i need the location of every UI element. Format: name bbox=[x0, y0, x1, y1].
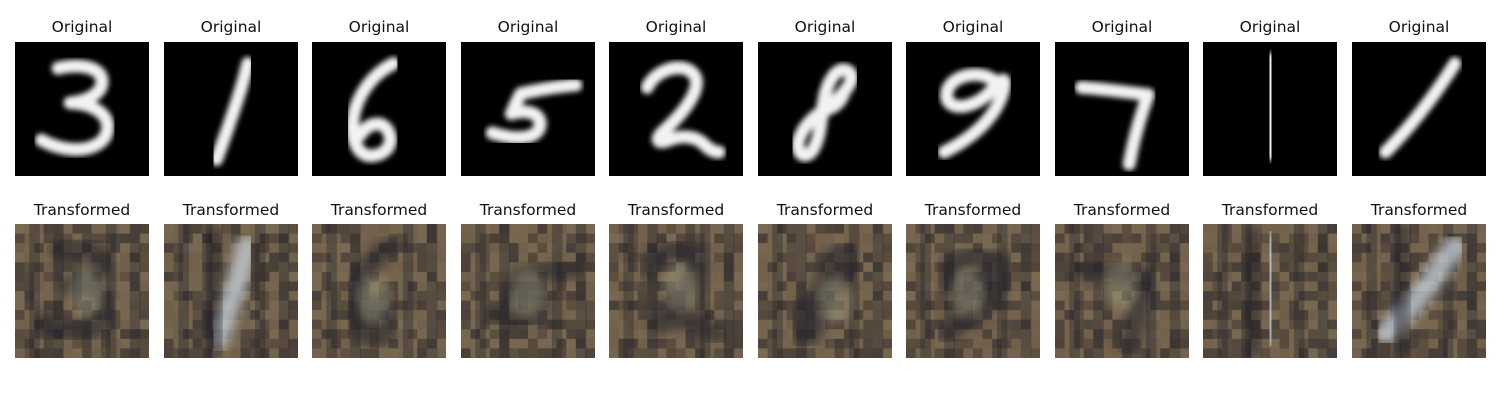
original-title: Original bbox=[348, 18, 410, 36]
original-title: Original bbox=[794, 18, 856, 36]
original-image-tile bbox=[312, 42, 446, 176]
transformed-image-tile bbox=[164, 224, 298, 358]
digit-8-transformed-image bbox=[758, 224, 892, 358]
highlight-blob bbox=[357, 275, 391, 323]
transformed-image-tile bbox=[15, 224, 149, 358]
digit-6-transformed-image bbox=[312, 224, 446, 358]
transformed-title: Transformed bbox=[924, 201, 1022, 219]
original-title: Original bbox=[645, 18, 707, 36]
dark-band bbox=[1395, 224, 1410, 358]
digit-9-original-image bbox=[906, 42, 1040, 176]
digit-ghost bbox=[31, 238, 118, 342]
digit-3-transformed-image bbox=[15, 224, 149, 358]
transformed-image-tile bbox=[758, 224, 892, 358]
digit-stroke bbox=[346, 57, 400, 163]
original-image-tile bbox=[1352, 42, 1486, 176]
digit-stroke bbox=[34, 59, 115, 156]
digit-stroke bbox=[791, 63, 858, 162]
digit-8-original-image bbox=[758, 42, 892, 176]
original-image-tile bbox=[906, 42, 1040, 176]
dark-band bbox=[207, 224, 222, 358]
digit-5-original-image bbox=[461, 42, 595, 176]
original-title: Original bbox=[942, 18, 1004, 36]
digit-3-original-image bbox=[15, 42, 149, 176]
digit-7-original-image bbox=[1055, 42, 1189, 176]
vertical-bands bbox=[623, 224, 735, 358]
dark-band bbox=[1246, 224, 1261, 358]
transformed-title: Transformed bbox=[33, 201, 131, 219]
highlight-blob bbox=[1104, 263, 1139, 312]
digit-ghost bbox=[934, 247, 1015, 344]
digit-1-transformed-image bbox=[164, 224, 298, 358]
digit-1-original-image bbox=[1352, 42, 1486, 176]
transformed-title: Transformed bbox=[330, 201, 428, 219]
vertical-bands bbox=[772, 224, 884, 358]
transformed-image-tile bbox=[1055, 224, 1189, 358]
original-title: Original bbox=[1091, 18, 1153, 36]
digit-stroke bbox=[937, 68, 1011, 159]
tile-background bbox=[1055, 42, 1189, 176]
digit-stroke bbox=[640, 61, 726, 159]
highlight-blob bbox=[663, 262, 698, 311]
digit-stroke bbox=[1074, 81, 1155, 171]
highlight-blob bbox=[70, 268, 104, 317]
transformed-image-tile bbox=[461, 224, 595, 358]
digit-stroke bbox=[1263, 52, 1278, 161]
digit-2-transformed-image bbox=[609, 224, 743, 358]
original-title: Original bbox=[200, 18, 262, 36]
digit-1-transformed-image bbox=[1203, 224, 1337, 358]
transformed-title: Transformed bbox=[479, 201, 577, 219]
digit-1-original-image bbox=[1203, 42, 1337, 176]
digit-1-original-image bbox=[164, 42, 298, 176]
original-image-tile bbox=[461, 42, 595, 176]
digit-7-transformed-image bbox=[1055, 224, 1189, 358]
transformed-image-tile bbox=[609, 224, 743, 358]
digit-ghost bbox=[637, 240, 729, 344]
vertical-bands bbox=[29, 224, 141, 358]
transformed-title: Transformed bbox=[627, 201, 725, 219]
highlight-blob bbox=[950, 269, 985, 318]
noise-texture bbox=[15, 224, 149, 358]
highlight-blob bbox=[510, 268, 545, 317]
original-image-tile bbox=[15, 42, 149, 176]
digit-ghost bbox=[1374, 234, 1466, 345]
digit-stroke bbox=[210, 57, 255, 166]
highlight-blob bbox=[817, 275, 851, 324]
digit-5-transformed-image bbox=[461, 224, 595, 358]
transformed-image-tile bbox=[1203, 224, 1337, 358]
original-image-tile bbox=[609, 42, 743, 176]
transformed-image-tile bbox=[312, 224, 446, 358]
transformed-image-tile bbox=[1352, 224, 1486, 358]
original-title: Original bbox=[1239, 18, 1301, 36]
digit-2-original-image bbox=[609, 42, 743, 176]
original-image-tile bbox=[164, 42, 298, 176]
transformed-title: Transformed bbox=[1073, 201, 1171, 219]
digit-ghost bbox=[205, 234, 259, 353]
transformed-title: Transformed bbox=[1370, 201, 1468, 219]
transformed-title: Transformed bbox=[776, 201, 874, 219]
transformed-image-tile bbox=[906, 224, 1040, 358]
digit-ghost bbox=[1071, 259, 1158, 356]
original-image-tile bbox=[758, 42, 892, 176]
transformed-title: Transformed bbox=[182, 201, 280, 219]
original-title: Original bbox=[51, 18, 113, 36]
digit-ghost bbox=[1259, 229, 1282, 348]
digit-stroke bbox=[1379, 57, 1462, 159]
transformed-title: Transformed bbox=[1221, 201, 1319, 219]
original-image-tile bbox=[1055, 42, 1189, 176]
original-title: Original bbox=[497, 18, 559, 36]
original-title: Original bbox=[1388, 18, 1450, 36]
original-image-tile bbox=[1203, 42, 1337, 176]
digit-6-original-image bbox=[312, 42, 446, 176]
digit-9-transformed-image bbox=[906, 224, 1040, 358]
digit-stroke bbox=[485, 78, 583, 145]
digit-1-transformed-image bbox=[1352, 224, 1486, 358]
